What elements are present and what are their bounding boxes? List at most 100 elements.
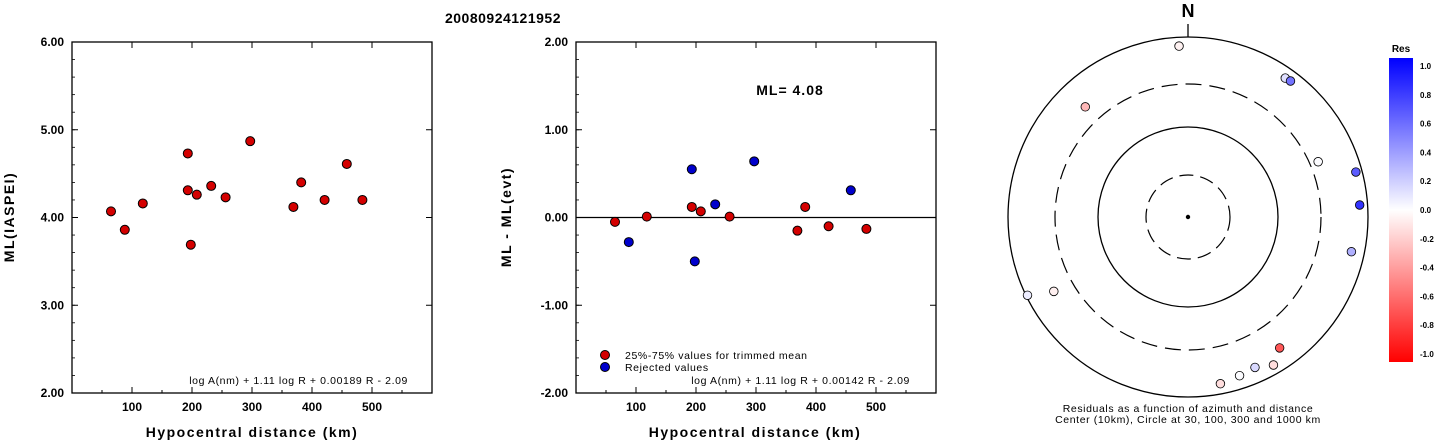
ml-event-annotation: ML= 4.08 [756, 82, 824, 98]
ml-distance-panel: 100 200 300 400 500 2.00 3.00 4.00 5.00 6.00 log … [1, 35, 433, 440]
ml-distance-xtick-label: 300 [242, 400, 262, 414]
ml-point [288, 201, 299, 212]
ring-30km [1145, 174, 1231, 260]
trimmed-residual-point [800, 201, 811, 212]
ring-100km [1097, 126, 1279, 308]
residual-ytick-label: -1.00 [541, 298, 569, 312]
rejected-residual-point [749, 156, 760, 167]
rejected-residual-point [710, 199, 721, 210]
colorbar-tick-label: 0.8 [1420, 91, 1432, 100]
ml-distance-xtick-label: 500 [362, 400, 382, 414]
rejected-residual-point [686, 164, 697, 175]
station-residual-point [1174, 41, 1184, 51]
ml-point [245, 136, 256, 147]
colorbar-title: Res [1392, 44, 1411, 55]
ml-point [341, 158, 352, 169]
trimmed-residual-point [686, 201, 697, 212]
residual-xtick-label: 400 [806, 400, 826, 414]
legend-marker-rejected [600, 362, 610, 372]
north-label: N [1182, 1, 1195, 21]
ml-point [137, 198, 148, 209]
rejected-residual-point [845, 185, 856, 196]
station-residual-point [1285, 76, 1296, 86]
azimuth-residual-panel: N Residuals as a function of azimuth and… [1007, 1, 1369, 426]
residual-formula: log A(nm) + 1.11 log R + 0.00142 R - 2.0… [691, 375, 910, 387]
trimmed-residual-point [861, 223, 872, 234]
figure-title: 20080924121952 [445, 10, 561, 26]
residual-ytick-label: 1.00 [545, 123, 569, 137]
colorbar-gradient [1389, 58, 1413, 362]
ml-distance-xlabel: Hypocentral distance (km) [146, 424, 359, 440]
ml-point [182, 148, 193, 159]
ml-distance-ylabel: ML(IASPEI) [1, 172, 17, 262]
station-residual-point [1346, 247, 1357, 257]
ml-point [119, 224, 130, 235]
ml-point [220, 192, 231, 203]
colorbar-tick-label: 1.0 [1420, 62, 1432, 71]
ml-point [182, 185, 193, 196]
colorbar-tick-label: -0.4 [1420, 264, 1434, 273]
rejected-residual-point [623, 237, 634, 248]
ml-point [296, 177, 307, 188]
epicenter-dot [1185, 214, 1191, 220]
ml-point [206, 180, 217, 191]
ml-point [106, 206, 116, 217]
ml-distance-xtick-label: 100 [122, 400, 142, 414]
trimmed-residual-point [641, 211, 652, 222]
ml-point [185, 239, 196, 250]
trimmed-residual-point [792, 225, 803, 236]
ring-300km [1054, 83, 1322, 351]
colorbar-tick-label: 0.4 [1420, 148, 1432, 157]
trimmed-residual-point [610, 216, 620, 227]
ml-distance-ytick-label: 2.00 [41, 386, 65, 400]
station-residual-point [1234, 370, 1245, 381]
ml-distance-formula: log A(nm) + 1.11 log R + 0.00189 R - 2.0… [189, 375, 408, 387]
residual-ytick-label: -2.00 [541, 386, 569, 400]
ml-distance-plot-frame [71, 41, 433, 394]
colorbar-tick-label: -0.6 [1420, 292, 1434, 301]
trimmed-residual-point [823, 221, 834, 232]
rejected-residual-point [689, 256, 700, 267]
colorbar-tick-label: -0.8 [1420, 321, 1434, 330]
colorbar-tick-label: 0.0 [1420, 206, 1432, 215]
station-residual-point [1215, 379, 1226, 389]
ml-distance-ytick-label: 4.00 [41, 211, 65, 225]
polar-caption-line-2: Center (10km), Circle at 30, 100, 300 an… [1055, 414, 1321, 426]
residual-distance-panel: 100 200 300 400 500 -2.00 -1.00 0.00 1.00 2.00 ML… [498, 35, 937, 440]
ml-distance-ytick-label: 3.00 [41, 298, 65, 312]
station-residual-point [1080, 102, 1090, 112]
colorbar-tick-label: -0.2 [1420, 235, 1434, 244]
trimmed-residual-point [724, 211, 735, 222]
residual-xtick-label: 300 [746, 400, 766, 414]
trimmed-residual-point [695, 206, 706, 217]
station-residual-point [1268, 360, 1279, 370]
ml-point [191, 189, 202, 200]
colorbar-tick-label: 0.6 [1420, 120, 1432, 129]
ml-point [357, 194, 368, 205]
polar-caption-line-1: Residuals as a function of azimuth and d… [1063, 403, 1314, 415]
residual-xtick-label: 100 [626, 400, 646, 414]
residual-ylabel: ML - ML(evt) [498, 167, 514, 267]
station-residual-point [1351, 167, 1361, 177]
station-residual-point [1049, 286, 1059, 297]
residual-xtick-label: 500 [866, 400, 886, 414]
colorbar-tick-label: -1.0 [1420, 350, 1434, 359]
residual-colorbar: Res 1.0 0.8 0.6 0.4 0.2 0.0 -0.2 -0.4 -0.6 -0.8 -1… [1389, 44, 1434, 362]
ml-point [319, 194, 330, 205]
ml-distance-ytick-label: 5.00 [41, 123, 65, 137]
residual-xlabel: Hypocentral distance (km) [649, 424, 862, 440]
ml-distance-ytick-label: 6.00 [41, 35, 65, 49]
ml-distance-xtick-label: 400 [302, 400, 322, 414]
legend-label-trimmed: 25%-75% values for trimmed mean [625, 350, 808, 362]
station-residual-point [1022, 290, 1033, 300]
legend-label-rejected: Rejected values [625, 362, 709, 374]
station-residual-point [1354, 200, 1365, 210]
station-residual-point [1313, 157, 1323, 167]
ml-distance-xtick-label: 200 [182, 400, 202, 414]
colorbar-tick-label: 0.2 [1420, 177, 1432, 186]
residual-xtick-label: 200 [686, 400, 706, 414]
station-residual-point [1250, 362, 1260, 373]
residual-ytick-label: 0.00 [545, 211, 569, 225]
station-residual-point [1274, 343, 1285, 353]
